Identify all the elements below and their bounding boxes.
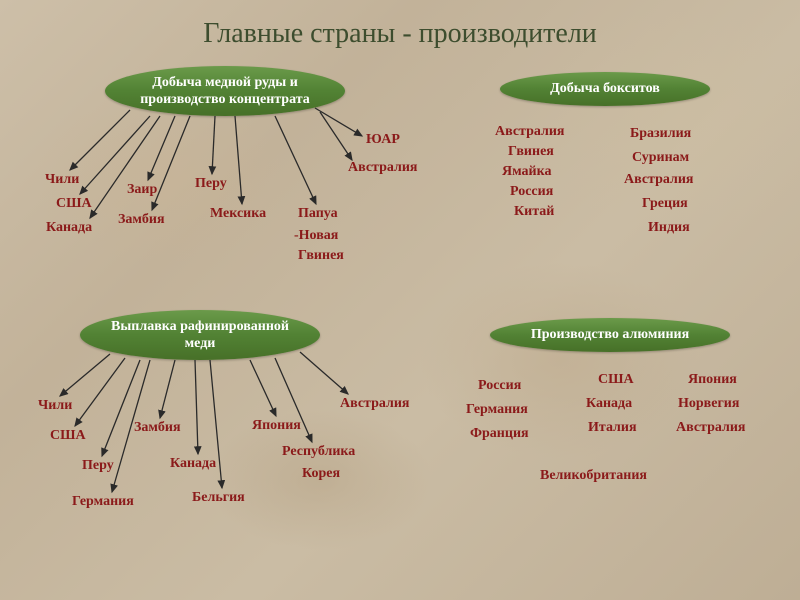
country-baux-brazil: Бразилия (630, 126, 691, 142)
country-ref-belgium: Бельгия (192, 490, 245, 506)
country-alu-rus: Россия (478, 378, 521, 394)
heading-refined-copper-text: Выплавка рафинированной меди (111, 318, 289, 353)
heading-aluminum: Производство алюминия (490, 318, 730, 352)
country-ref-chile: Чили (38, 398, 72, 414)
heading-bauxite-text: Добыча бокситов (550, 80, 660, 98)
country-copper-newguinea1: -Новая (294, 228, 338, 244)
country-copper-newguinea2: Гвинея (298, 248, 344, 264)
country-baux-jam: Ямайка (502, 164, 551, 180)
country-alu-fra: Франция (470, 426, 529, 442)
country-copper-canada: Канада (46, 220, 92, 236)
country-ref-peru: Перу (82, 458, 114, 474)
country-baux-greece: Греция (642, 196, 688, 212)
country-alu-usa: США (598, 372, 634, 388)
heading-copper-ore: Добыча медной руды и производство концен… (105, 66, 345, 116)
country-ref-repkorea2: Корея (302, 466, 340, 482)
country-copper-chile: Чили (45, 172, 79, 188)
country-baux-aus: Австралия (495, 124, 565, 140)
country-copper-sar: ЮАР (366, 132, 400, 148)
page-title: Главные страны - производители (0, 18, 800, 50)
heading-refined-copper: Выплавка рафинированной меди (80, 310, 320, 360)
country-baux-guinea: Гвинея (508, 144, 554, 160)
heading-aluminum-text: Производство алюминия (531, 326, 689, 344)
country-alu-jap: Япония (688, 372, 737, 388)
country-baux-china: Китай (514, 204, 554, 220)
country-alu-aus: Австралия (676, 420, 746, 436)
country-ref-germany: Германия (72, 494, 134, 510)
country-alu-ger: Германия (466, 402, 528, 418)
country-alu-can: Канада (586, 396, 632, 412)
country-copper-zaire: Заир (127, 182, 157, 198)
country-ref-japan: Япония (252, 418, 301, 434)
country-ref-canada: Канада (170, 456, 216, 472)
country-baux-rus: Россия (510, 184, 553, 200)
country-ref-aus: Австралия (340, 396, 410, 412)
country-copper-peru: Перу (195, 176, 227, 192)
country-baux-india: Индия (648, 220, 690, 236)
country-copper-usa: США (56, 196, 92, 212)
heading-copper-ore-text: Добыча медной руды и производство концен… (140, 74, 310, 109)
country-copper-papua: Папуа (298, 206, 338, 222)
country-alu-ita: Италия (588, 420, 637, 436)
country-baux-surinam: Суринам (632, 150, 689, 166)
country-copper-zambia: Замбия (118, 212, 165, 228)
country-ref-usa: США (50, 428, 86, 444)
country-alu-nor: Норвегия (678, 396, 739, 412)
country-ref-repkorea1: Республика (282, 444, 355, 460)
country-baux-aus2: Австралия (624, 172, 694, 188)
country-copper-mexico: Мексика (210, 206, 266, 222)
country-ref-zambia: Замбия (134, 420, 181, 436)
country-alu-uk: Великобритания (540, 468, 647, 484)
country-copper-australia: Австралия (348, 160, 418, 176)
heading-bauxite: Добыча бокситов (500, 72, 710, 106)
